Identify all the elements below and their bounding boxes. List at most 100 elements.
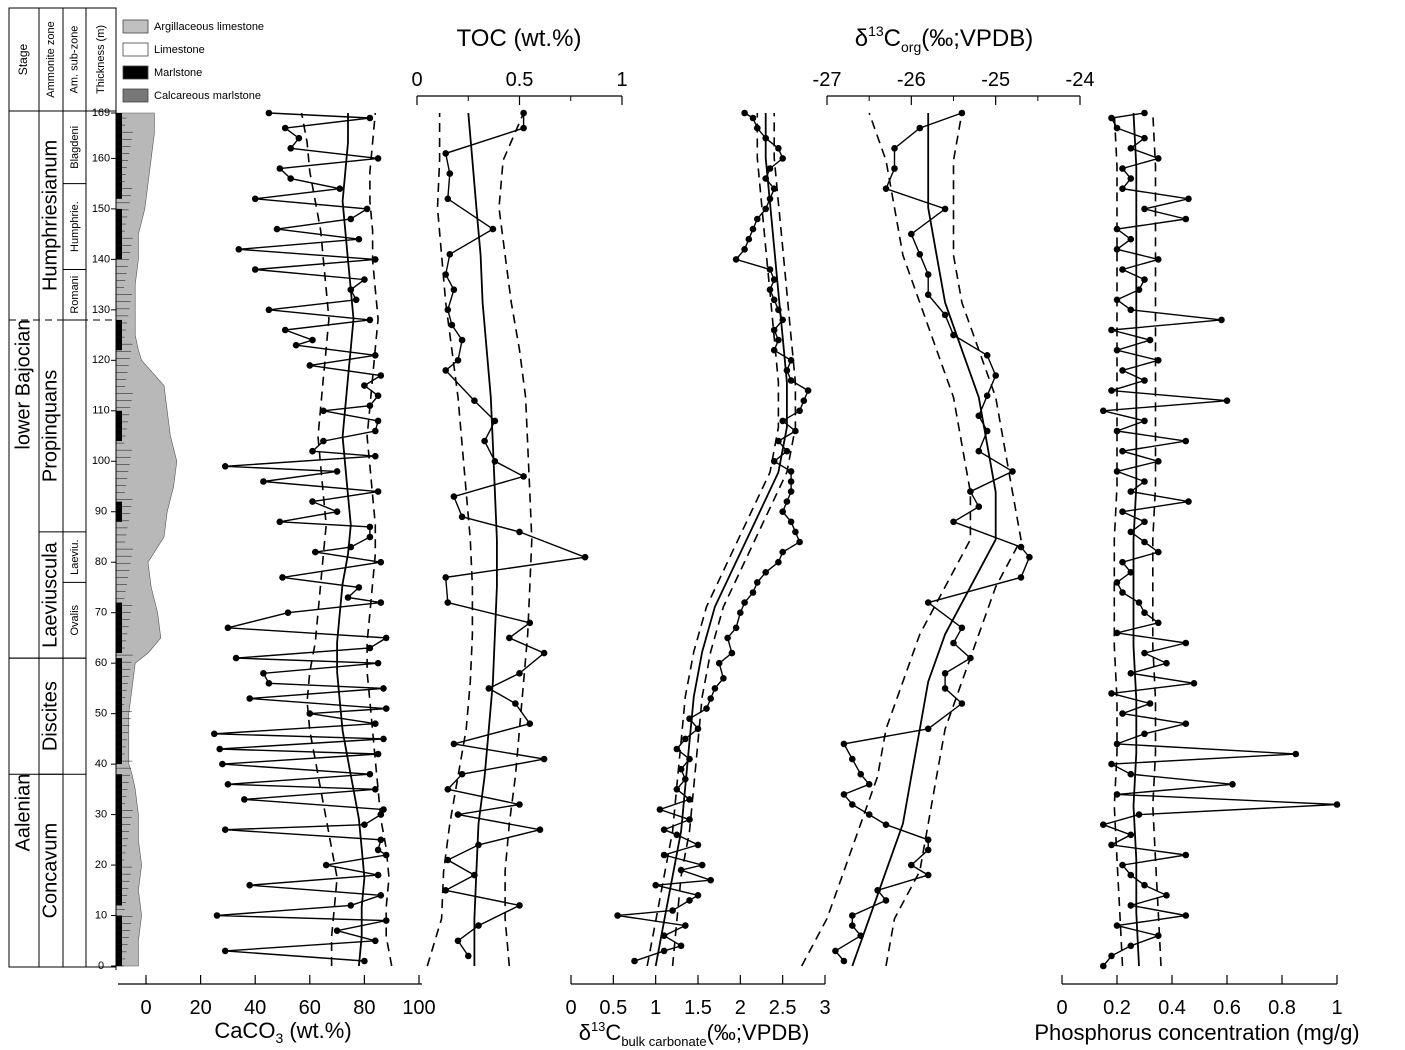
CaCO3-point	[287, 145, 295, 152]
thickness-tick-label: 150	[92, 203, 110, 215]
d13C-carbonate-point	[732, 256, 740, 263]
d13C-org-series-line	[834, 112, 1031, 962]
TOC-point	[540, 649, 548, 657]
CaCO3-point	[372, 786, 379, 793]
d13C-carbonate-tick-label: 3	[819, 997, 830, 1019]
phosphorus-point	[1155, 458, 1162, 465]
subzone-label: Ovalis	[69, 604, 81, 635]
d13C-carbonate-point	[787, 357, 795, 364]
d13C-carbonate-point	[783, 498, 791, 505]
phosphorus-point	[1127, 871, 1135, 879]
CaCO3-point	[382, 851, 390, 859]
d13C-org-point	[992, 372, 999, 379]
d13C-carbonate-tick-label: 1	[650, 997, 661, 1019]
caco3-axis-title: CaCO3 (wt.%)	[214, 1018, 351, 1046]
CaCO3-point	[347, 902, 355, 909]
phosphorus-point	[1119, 508, 1126, 515]
d13C-carbonate-point	[660, 947, 668, 955]
phosphorus-point	[1113, 468, 1121, 475]
CaCO3-point	[363, 205, 371, 213]
CaCO3-point	[372, 452, 379, 460]
CaCO3-tick-label: 20	[189, 997, 211, 1019]
lithology-profile	[115, 112, 178, 967]
d13C-org-point	[882, 185, 890, 192]
d13C-org-point	[908, 230, 915, 238]
d13C-org-point	[983, 427, 991, 435]
d13C-carbonate-point	[652, 881, 659, 889]
CaCO3-point	[281, 326, 289, 334]
phosphorus-point	[1127, 670, 1135, 677]
CaCO3-point	[382, 705, 390, 712]
CaCO3-point	[361, 821, 368, 828]
CaCO3-point	[372, 937, 379, 945]
CaCO3-point	[366, 402, 374, 410]
d13C-carbonate-point	[775, 306, 782, 314]
d13C-carbonate-point	[749, 114, 757, 122]
d13C-org-point	[941, 311, 949, 319]
phosphorus-series-line	[1101, 112, 1338, 967]
phosphorus-point	[1119, 185, 1126, 192]
TOC-point	[444, 786, 452, 793]
d13C-carbonate-point	[686, 715, 693, 722]
CaCO3-point	[347, 215, 355, 223]
CaCO3-point	[276, 518, 284, 526]
CaCO3-point	[374, 659, 382, 667]
CaCO3-point	[241, 796, 248, 803]
CaCO3-point	[306, 362, 314, 369]
phosphorus-point	[1182, 720, 1190, 727]
phosphorus-point	[1119, 367, 1126, 374]
CaCO3-point	[374, 846, 382, 854]
strat-header-stage: Stage	[16, 43, 30, 75]
CaCO3-point	[333, 508, 341, 515]
TOC-point	[475, 841, 482, 849]
d13C-org-point	[849, 755, 856, 763]
legend-label: Calcareous marlstone	[154, 90, 261, 102]
d13C-org-confidence-upper	[885, 112, 1022, 967]
phosphorus-point	[1163, 892, 1170, 899]
CaCO3-point	[260, 670, 267, 677]
TOC-point	[491, 417, 499, 425]
CaCO3-point	[276, 165, 284, 172]
d13C-carbonate-point	[787, 478, 795, 485]
phosphorus-tick-label: 0.8	[1268, 997, 1296, 1019]
CaCO3-point	[382, 917, 390, 924]
d13c-org-panel: -27 -26 -25 -24 δ13Corg(‰;VPDB)	[800, 23, 1094, 967]
phosphorus-point	[1113, 296, 1121, 304]
d13C-org-point	[849, 922, 856, 929]
phosphorus-point	[1127, 528, 1135, 536]
ammonite-zone-label: Humphriesianum	[39, 140, 61, 291]
d13C-carbonate-tick-label: 0	[565, 997, 576, 1019]
subzone-label: Romani	[69, 276, 81, 314]
phosphorus-point	[1127, 145, 1135, 152]
d13C-carbonate-point	[707, 695, 714, 702]
d13C-carbonate-point	[686, 755, 693, 763]
CaCO3-point	[284, 609, 292, 616]
d13C-carbonate-confidence-lower	[646, 113, 780, 967]
d13C-carbonate-point	[792, 528, 799, 536]
d13C-carbonate-point	[745, 235, 753, 243]
CaCO3-point	[372, 720, 379, 727]
marlstone-band	[116, 410, 122, 442]
d13C-carbonate-point	[775, 336, 782, 344]
phosphorus-point	[1119, 266, 1126, 273]
CaCO3-point	[377, 811, 385, 818]
thickness-tick-label: 80	[95, 556, 107, 568]
d13C-carbonate-point	[770, 458, 778, 465]
d13C-org-point	[958, 109, 966, 117]
d13C-carbonate-point	[783, 447, 791, 455]
phosphorus-point	[1113, 791, 1121, 798]
d13C-org-trend-line	[851, 113, 997, 967]
d13C-org-point	[849, 912, 856, 919]
CaCO3-point	[211, 730, 218, 738]
TOC-point	[442, 887, 450, 894]
d13C-carbonate-point	[779, 316, 786, 324]
CaCO3-point	[361, 276, 368, 283]
CaCO3-point	[216, 745, 223, 753]
d13C-carbonate-point	[762, 134, 769, 142]
CaCO3-point	[336, 185, 344, 192]
phosphorus-point	[1108, 387, 1115, 394]
d13C-carbonate-point	[783, 367, 791, 374]
d13C-org-point	[924, 725, 932, 733]
d13C-org-point	[941, 205, 949, 213]
